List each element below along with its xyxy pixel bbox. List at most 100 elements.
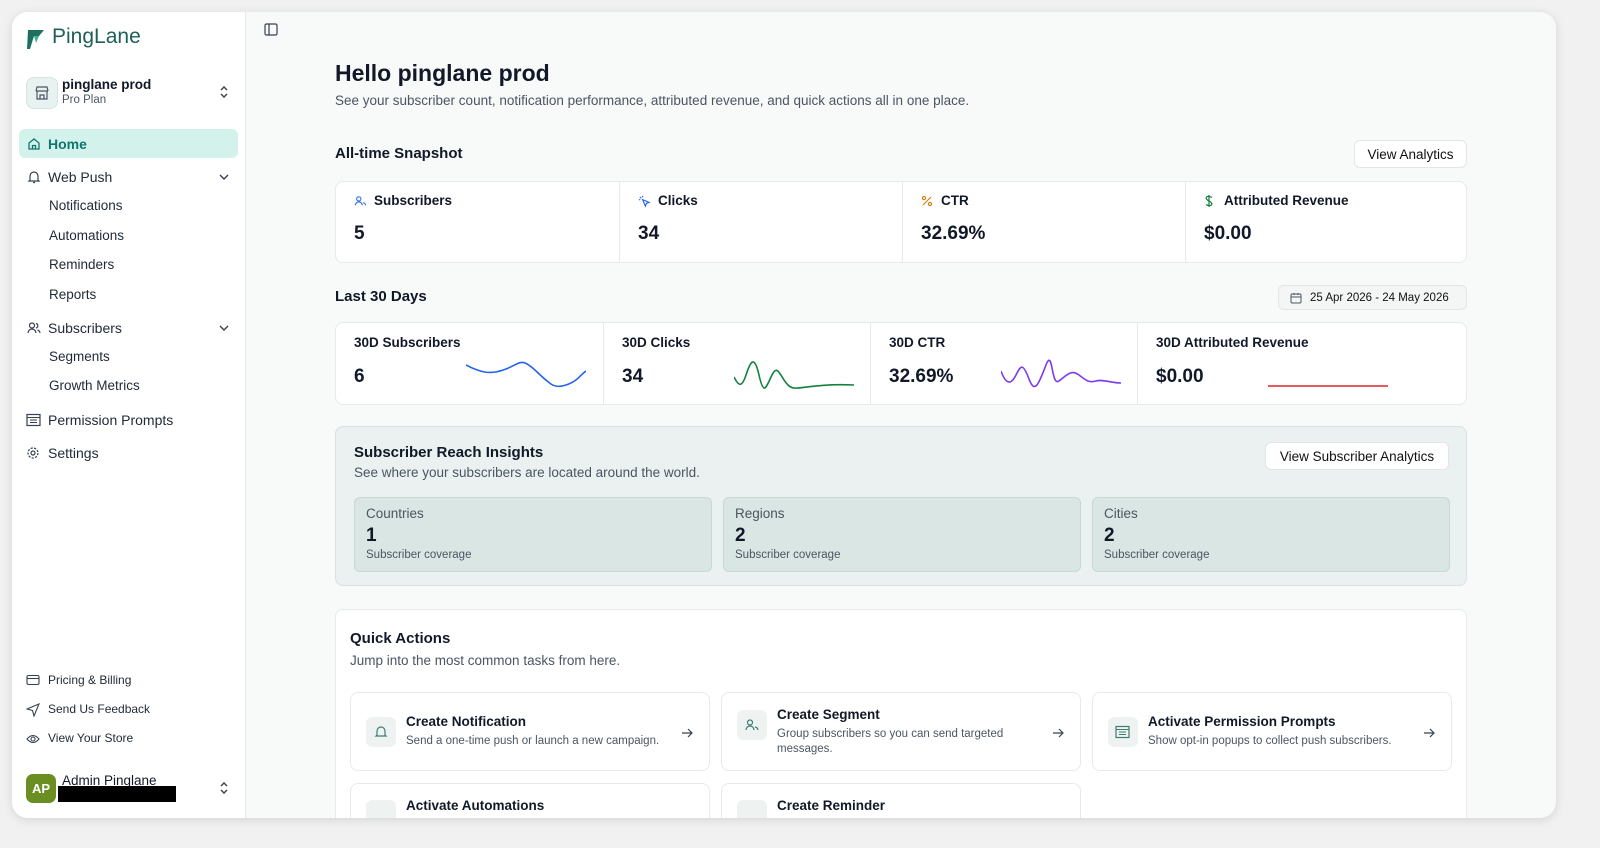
quick-action[interactable]: Create Notification Send a one-time push… — [350, 692, 710, 771]
panel-title: Quick Actions — [350, 630, 451, 647]
calendar-icon — [1290, 293, 1302, 304]
nav-subitem[interactable]: Notifications — [49, 198, 123, 213]
action-description: Show opt-in popups to collect push subsc… — [1148, 735, 1392, 747]
arrow — [1424, 728, 1435, 738]
stat-value: 6 — [354, 366, 365, 387]
nav-active-bg — [19, 129, 238, 158]
stat-label: 30D Subscribers — [354, 335, 461, 350]
redaction — [58, 786, 176, 802]
stat-value: 34 — [638, 223, 660, 244]
action-icon — [1108, 717, 1138, 747]
stat: 30D Clicks 34 — [603, 323, 871, 404]
action-title: Activate Automations — [406, 798, 545, 813]
reach-card: Cities 2 Subscriber coverage — [1092, 497, 1450, 572]
avatar[interactable]: AP — [26, 774, 56, 803]
reach-note: Subscriber coverage — [366, 549, 472, 561]
action-icon — [366, 800, 396, 818]
sidebar-toggle[interactable] — [264, 23, 278, 36]
quick-action[interactable]: Create Segment Group subscribers so you … — [721, 692, 1081, 771]
action-icon — [737, 800, 767, 818]
reach-value: 2 — [1104, 525, 1115, 546]
stat-label: 30D Attributed Revenue — [1156, 335, 1309, 350]
reach-note: Subscriber coverage — [735, 549, 841, 561]
last-30-card: 30D Subscribers 6 30D Clicks 34 30D CTR … — [335, 322, 1467, 405]
action-title: Create Notification — [406, 714, 527, 729]
stat: CTR 32.69% — [902, 182, 1186, 262]
nav-subitem[interactable]: Growth Metrics — [49, 378, 140, 393]
footer-link[interactable]: View Your Store — [48, 731, 134, 745]
stat-value: $0.00 — [1156, 366, 1204, 387]
reach-value: 2 — [735, 525, 746, 546]
action-description: Group subscribers so you can send target… — [777, 728, 1004, 755]
section-title: All-time Snapshot — [335, 145, 463, 162]
action-icon — [737, 710, 767, 740]
sparkline — [734, 361, 854, 389]
stat-value: 5 — [354, 223, 365, 244]
nav-item[interactable]: Web Push — [48, 169, 113, 185]
stat: Subscribers 5 — [336, 182, 619, 262]
reach-label: Countries — [366, 506, 424, 521]
section-title: Last 30 Days — [335, 288, 427, 305]
send-icon — [26, 703, 40, 717]
quick-actions-panel: Quick Actions Jump into the most common … — [335, 609, 1467, 818]
workspace-switch[interactable] — [218, 85, 230, 99]
stat: 30D CTR 32.69% — [870, 323, 1138, 404]
action-title: Create Segment — [777, 707, 880, 722]
footer-link[interactable]: Pricing & Billing — [48, 673, 132, 687]
settings-icon — [27, 447, 39, 459]
view-analytics-button[interactable]: View Analytics — [1354, 140, 1467, 168]
reach-card: Regions 2 Subscriber coverage — [723, 497, 1081, 572]
user-switch[interactable] — [218, 781, 230, 795]
sparkline — [1001, 359, 1121, 388]
stat-label: CTR — [941, 193, 969, 208]
stat-value: 32.69% — [921, 223, 986, 244]
reach-note: Subscriber coverage — [1104, 549, 1210, 561]
stat-value: $0.00 — [1204, 223, 1252, 244]
reach-value: 1 — [366, 525, 377, 546]
nav-subitem[interactable]: Reminders — [49, 257, 115, 272]
brand-name: PingLane — [52, 25, 141, 48]
stat-label: Subscribers — [374, 193, 453, 208]
home-icon — [28, 138, 40, 150]
bell-icon — [27, 171, 41, 184]
view-subscriber-analytics-button[interactable]: View Subscriber Analytics — [1265, 442, 1449, 470]
action-title: Create Reminder — [777, 798, 886, 813]
action-description: Send a one-time push or launch a new cam… — [406, 735, 660, 747]
billing-icon — [26, 674, 40, 686]
nav-item[interactable]: Home — [48, 136, 87, 152]
main-content: Hello pinglane prod See your subscriber … — [246, 12, 1556, 818]
workspace-plan: Pro Plan — [62, 94, 107, 106]
nav-subitem[interactable]: Reports — [49, 287, 97, 302]
prompt-icon — [26, 413, 41, 427]
chevron[interactable] — [218, 172, 230, 182]
chevron[interactable] — [218, 323, 230, 333]
nav-item[interactable]: Subscribers — [48, 320, 122, 336]
reach-label: Regions — [735, 506, 785, 521]
app-window: PingLane pinglane prod Pro Plan Home Web… — [12, 12, 1556, 818]
panel-subtitle: See where your subscribers are located a… — [354, 465, 700, 480]
stat-value: 32.69% — [889, 366, 954, 387]
quick-action[interactable]: Activate Permission Prompts Show opt-in … — [1092, 692, 1452, 771]
quick-action[interactable]: Activate Automations — [350, 783, 710, 818]
date-range-picker[interactable]: 25 Apr 2026 - 24 May 2026 — [1278, 285, 1467, 310]
stat: Attributed Revenue $0.00 — [1185, 182, 1467, 262]
action-title: Activate Permission Prompts — [1148, 714, 1336, 729]
nav-item[interactable]: Settings — [48, 445, 99, 461]
nav-item[interactable]: Permission Prompts — [48, 412, 174, 428]
user-name: Admin Pinglane — [62, 773, 157, 788]
stat: 30D Attributed Revenue $0.00 — [1137, 323, 1467, 404]
quick-action[interactable]: Create Reminder — [721, 783, 1081, 818]
stat-label: Attributed Revenue — [1224, 193, 1349, 208]
brand-logo — [27, 30, 44, 49]
nav-subitem[interactable]: Automations — [49, 228, 125, 243]
workspace-name[interactable]: pinglane prod — [62, 77, 152, 92]
reach-label: Cities — [1104, 506, 1138, 521]
sparkline — [1268, 385, 1388, 387]
footer-link[interactable]: Send Us Feedback — [48, 702, 151, 716]
reach-panel: Subscriber Reach Insights See where your… — [335, 426, 1467, 586]
action-icon — [366, 717, 396, 747]
users-icon — [27, 322, 41, 334]
panel-title: Subscriber Reach Insights — [354, 444, 544, 461]
nav-subitem[interactable]: Segments — [49, 349, 110, 364]
